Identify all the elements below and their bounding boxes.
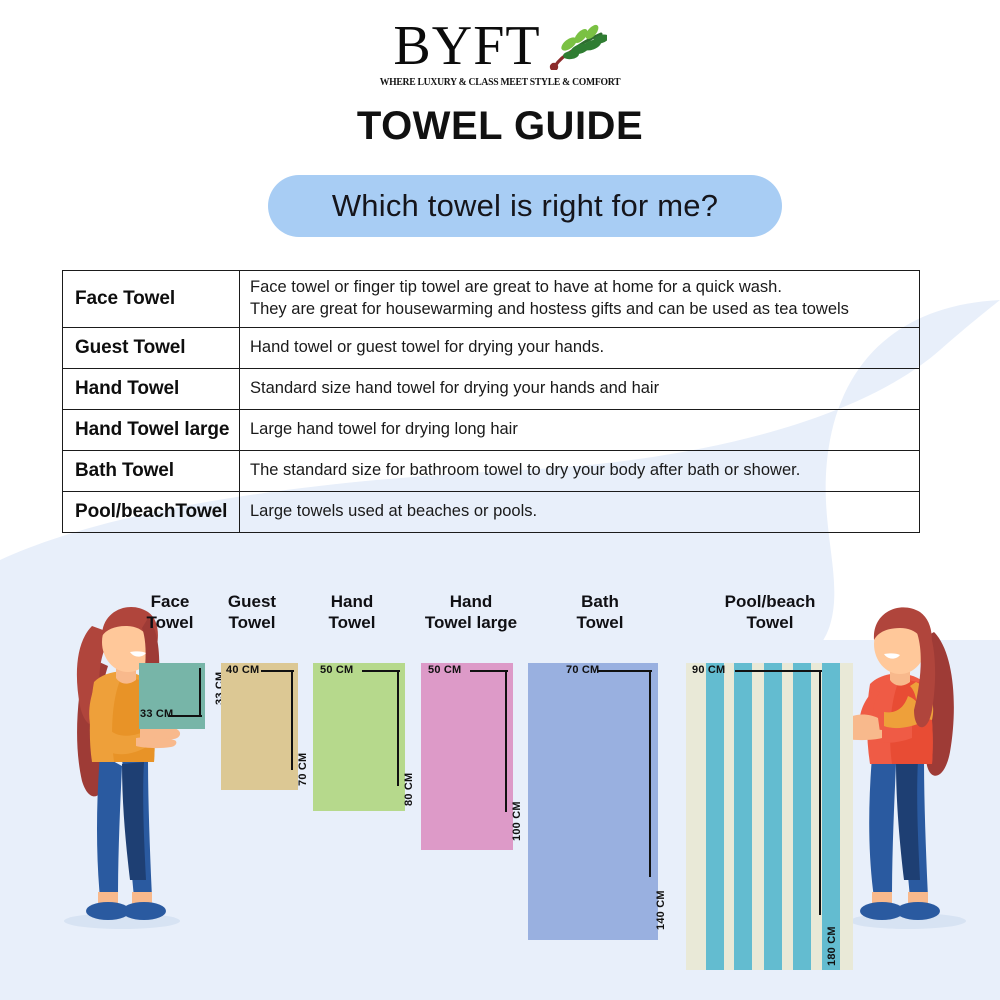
dimension-rule-vertical	[819, 670, 822, 915]
subtitle-text: Which towel is right for me?	[331, 188, 719, 223]
brand-name: BYFT	[393, 15, 541, 77]
description-line: Standard size hand towel for drying your…	[250, 379, 660, 398]
table-row: Pool/beachTowel Large towels used at bea…	[62, 491, 920, 533]
dimension-rule-horizontal	[735, 670, 822, 673]
dimension-label-height: 70 CM	[297, 752, 309, 786]
table-cell-name: Hand Towel large	[62, 409, 240, 451]
table-cell-description: Large towels used at beaches or pools.	[239, 491, 920, 533]
dimension-label-width: 50 CM	[428, 664, 462, 676]
swatch-hand-towel	[313, 663, 405, 811]
brand-tagline: WHERE LUXURY & CLASS MEET STYLE & COMFOR…	[379, 77, 621, 88]
table-cell-name: Pool/beachTowel	[62, 491, 240, 533]
swatch-hand-towel-large	[421, 663, 513, 850]
page-title: TOWEL GUIDE	[356, 104, 644, 148]
table-cell-description: Face towel or finger tip towel are great…	[239, 270, 920, 328]
towel-stripe	[793, 663, 811, 970]
dimension-rule-horizontal	[261, 670, 294, 673]
table-row: Hand Towel Standard size hand towel for …	[62, 368, 920, 410]
dimension-label-width: 40 CM	[226, 664, 260, 676]
dimension-rule-horizontal	[470, 670, 508, 673]
table-cell-name: Guest Towel	[62, 327, 240, 369]
description-line: They are great for housewarming and host…	[250, 300, 849, 318]
brand-logo: BYFT WHERE LUXURY & CLASS MEET STYLE & C…	[0, 18, 1000, 88]
description-line: The standard size for bathroom towel to …	[250, 461, 801, 480]
towel-stripe	[734, 663, 752, 970]
dimension-label-width: 50 CM	[320, 664, 354, 676]
dimension-rule-vertical	[199, 668, 202, 717]
dimension-label-width: 70 CM	[566, 664, 600, 676]
dimension-rule-horizontal	[169, 715, 202, 718]
table-row: Bath Towel The standard size for bathroo…	[62, 450, 920, 492]
table-cell-name: Face Towel	[62, 270, 240, 328]
dimension-label-height: 180 CM	[826, 926, 838, 966]
brand-row: BYFT	[393, 15, 607, 77]
towel-stripe	[822, 663, 840, 970]
dimension-rule-horizontal	[598, 670, 652, 673]
dimension-label-width: 33 CM	[140, 708, 174, 720]
towel-stripe	[706, 663, 724, 970]
swatch-label-guest-towel: Guest Towel	[227, 592, 277, 632]
towel-stripe	[764, 663, 782, 970]
table-cell-description: Hand towel or guest towel for drying you…	[239, 327, 920, 369]
table-row: Face Towel Face towel or finger tip towe…	[62, 270, 920, 328]
swatch-face-towel	[139, 663, 205, 729]
swatch-label-bath-towel: Bath Towel	[576, 592, 624, 632]
table-row: Hand Towel large Large hand towel for dr…	[62, 409, 920, 451]
swatch-label-pool-beach-towel: Pool/beach Towel	[724, 592, 816, 632]
swatch-label-face-towel: Face Towel	[146, 592, 194, 632]
swatch-bath-towel	[528, 663, 658, 940]
description-line: Large towels used at beaches or pools.	[250, 502, 538, 521]
table-row: Guest Towel Hand towel or guest towel fo…	[62, 327, 920, 369]
dimension-label-width: 90 CM	[692, 664, 726, 676]
dimension-rule-vertical	[397, 670, 400, 786]
swatch-guest-towel	[221, 663, 298, 790]
leaf-branch-icon	[549, 24, 607, 70]
swatch-pool-beach-towel	[686, 663, 853, 970]
table-cell-description: Large hand towel for drying long hair	[239, 409, 920, 451]
swatch-label-hand-towel: Hand Towel	[328, 592, 376, 632]
subtitle-pill: Which towel is right for me?	[268, 175, 782, 237]
dimension-rule-horizontal	[362, 670, 400, 673]
dimension-label-height: 100 CM	[511, 801, 523, 841]
table-cell-description: The standard size for bathroom towel to …	[239, 450, 920, 492]
swatch-label-hand-towel-large: Hand Towel large	[424, 592, 518, 632]
towel-guide-table: Face Towel Face towel or finger tip towe…	[62, 270, 920, 533]
description-line: Large hand towel for drying long hair	[250, 420, 518, 439]
table-cell-name: Hand Towel	[62, 368, 240, 410]
description-line: Hand towel or guest towel for drying you…	[250, 338, 605, 357]
dimension-label-height: 80 CM	[403, 772, 415, 806]
dimension-rule-vertical	[505, 670, 508, 812]
dimension-rule-vertical	[649, 670, 652, 877]
dimension-rule-vertical	[291, 670, 294, 770]
woman-holding-beach-towel-illustration	[839, 607, 966, 929]
dimension-label-height: 140 CM	[655, 890, 667, 930]
description-line: Face towel or finger tip towel are great…	[250, 278, 782, 297]
table-cell-description: Standard size hand towel for drying your…	[239, 368, 920, 410]
table-cell-name: Bath Towel	[62, 450, 240, 492]
